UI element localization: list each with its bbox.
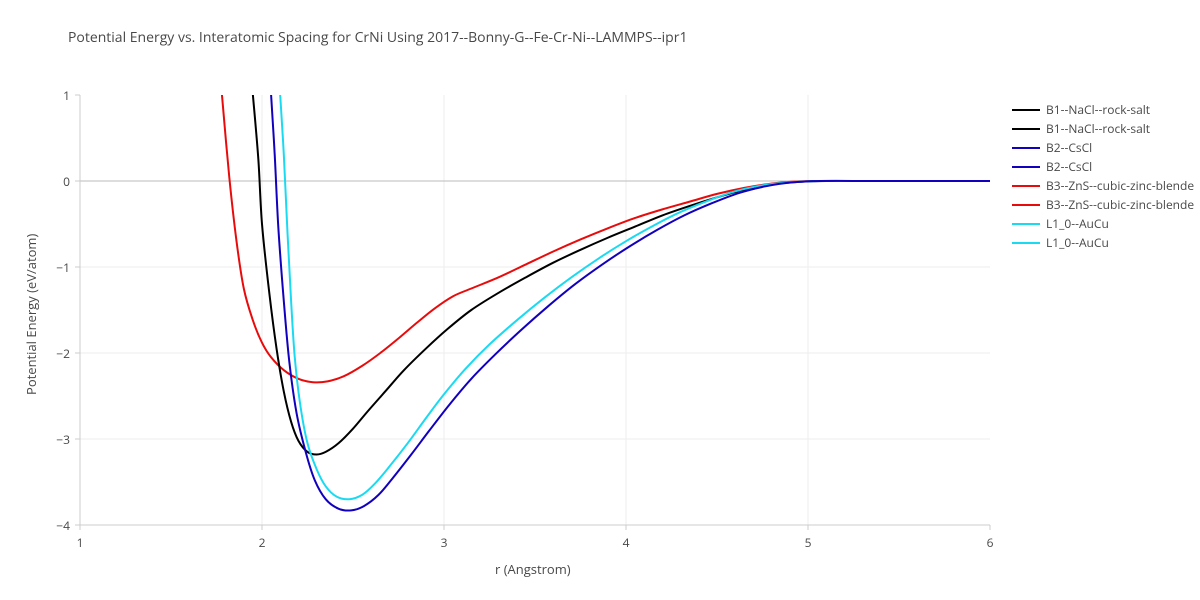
x-tick-label: 1: [70, 534, 90, 551]
legend-label: B2--CsCl: [1046, 158, 1092, 175]
legend-label: B1--NaCl--rock-salt: [1046, 120, 1150, 137]
legend-swatch: [1012, 223, 1040, 225]
legend-swatch: [1012, 204, 1040, 206]
legend-swatch: [1012, 166, 1040, 168]
chart-svg: [0, 0, 1200, 600]
y-tick-label: −3: [40, 431, 70, 448]
legend-swatch: [1012, 128, 1040, 130]
x-tick-label: 6: [980, 534, 1000, 551]
y-tick-label: −2: [40, 345, 70, 362]
legend-swatch: [1012, 147, 1040, 149]
legend-swatch: [1012, 109, 1040, 111]
legend-item[interactable]: B1--NaCl--rock-salt: [1012, 100, 1194, 119]
series-B1--NaCl--rock-salt: [253, 95, 990, 454]
legend-item[interactable]: B3--ZnS--cubic-zinc-blende: [1012, 176, 1194, 195]
legend-item[interactable]: B2--CsCl: [1012, 157, 1194, 176]
legend-item[interactable]: L1_0--AuCu: [1012, 233, 1194, 252]
x-tick-label: 4: [616, 534, 636, 551]
legend-label: B2--CsCl: [1046, 139, 1092, 156]
legend-item[interactable]: B2--CsCl: [1012, 138, 1194, 157]
legend-swatch: [1012, 185, 1040, 187]
y-tick-label: 0: [40, 173, 70, 190]
x-tick-label: 3: [434, 534, 454, 551]
y-tick-label: −4: [40, 517, 70, 534]
legend-label: L1_0--AuCu: [1046, 234, 1109, 251]
legend: B1--NaCl--rock-salt B1--NaCl--rock-salt B2…: [1012, 100, 1194, 252]
legend-item[interactable]: L1_0--AuCu: [1012, 214, 1194, 233]
legend-label: B1--NaCl--rock-salt: [1046, 101, 1150, 118]
series-B2--CsCl: [271, 95, 990, 511]
x-tick-label: 2: [252, 534, 272, 551]
legend-item[interactable]: B1--NaCl--rock-salt: [1012, 119, 1194, 138]
y-tick-label: −1: [40, 259, 70, 276]
legend-label: L1_0--AuCu: [1046, 215, 1109, 232]
y-tick-label: 1: [40, 87, 70, 104]
legend-item[interactable]: B3--ZnS--cubic-zinc-blende: [1012, 195, 1194, 214]
legend-label: B3--ZnS--cubic-zinc-blende: [1046, 177, 1194, 194]
x-tick-label: 5: [798, 534, 818, 551]
legend-swatch: [1012, 242, 1040, 244]
legend-label: B3--ZnS--cubic-zinc-blende: [1046, 196, 1194, 213]
